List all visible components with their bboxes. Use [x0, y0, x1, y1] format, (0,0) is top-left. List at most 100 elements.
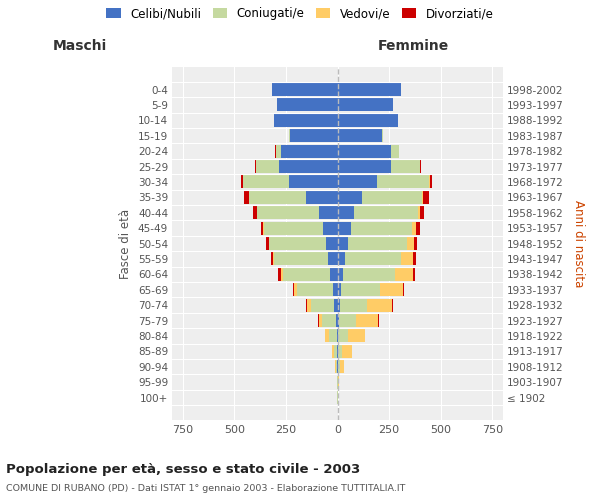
Bar	[326, 237, 338, 250]
Bar	[413, 237, 417, 250]
Bar	[338, 268, 343, 281]
Bar	[275, 144, 281, 158]
Bar	[243, 176, 289, 188]
Text: Popolazione per età, sesso e stato civile - 2003: Popolazione per età, sesso e stato civil…	[6, 462, 360, 475]
Bar	[367, 298, 392, 312]
Bar	[333, 283, 338, 296]
Bar	[289, 176, 338, 188]
Bar	[423, 191, 428, 204]
Bar	[377, 176, 429, 188]
Bar	[336, 360, 337, 374]
Bar	[412, 222, 416, 234]
Bar	[305, 191, 338, 204]
Bar	[250, 191, 305, 204]
Bar	[430, 176, 432, 188]
Bar	[241, 176, 243, 188]
Bar	[401, 252, 413, 266]
Bar	[348, 237, 407, 250]
Bar	[319, 206, 338, 220]
Bar	[271, 252, 274, 266]
Bar	[269, 237, 326, 250]
Bar	[277, 98, 338, 112]
Bar	[278, 268, 281, 281]
Bar	[338, 129, 382, 142]
Bar	[342, 345, 352, 358]
Bar	[338, 314, 339, 327]
Bar	[348, 330, 365, 342]
Bar	[334, 345, 337, 358]
Bar	[422, 191, 423, 204]
Bar	[418, 206, 420, 220]
Bar	[328, 252, 338, 266]
Bar	[256, 160, 278, 173]
Legend: Celibi/Nubili, Coniugati/e, Vedovi/e, Divorziati/e: Celibi/Nubili, Coniugati/e, Vedovi/e, Di…	[101, 2, 499, 25]
Bar	[351, 222, 412, 234]
Bar	[356, 314, 378, 327]
Bar	[274, 114, 338, 127]
Bar	[382, 129, 383, 142]
Bar	[341, 283, 380, 296]
Bar	[338, 283, 341, 296]
Bar	[266, 237, 269, 250]
Bar	[338, 376, 339, 388]
Bar	[264, 222, 323, 234]
Bar	[257, 206, 319, 220]
Bar	[334, 298, 338, 312]
Bar	[338, 237, 348, 250]
Bar	[289, 129, 290, 142]
Bar	[332, 345, 334, 358]
Bar	[338, 360, 340, 374]
Bar	[338, 222, 351, 234]
Bar	[338, 191, 362, 204]
Bar	[338, 98, 393, 112]
Bar	[420, 206, 424, 220]
Bar	[244, 191, 249, 204]
Bar	[338, 206, 355, 220]
Bar	[338, 114, 398, 127]
Bar	[338, 345, 342, 358]
Y-axis label: Anni di nascita: Anni di nascita	[572, 200, 585, 287]
Bar	[278, 160, 338, 173]
Bar	[322, 314, 336, 327]
Bar	[339, 314, 356, 327]
Bar	[274, 252, 328, 266]
Bar	[336, 314, 338, 327]
Bar	[338, 160, 391, 173]
Bar	[413, 252, 416, 266]
Bar	[338, 298, 340, 312]
Bar	[295, 283, 297, 296]
Bar	[391, 144, 398, 158]
Bar	[355, 206, 418, 220]
Bar	[395, 268, 413, 281]
Bar	[340, 360, 344, 374]
Bar	[338, 176, 377, 188]
Bar	[335, 360, 336, 374]
Bar	[297, 283, 333, 296]
Bar	[338, 330, 348, 342]
Bar	[319, 314, 322, 327]
Bar	[272, 83, 338, 96]
Text: COMUNE DI RUBANO (PD) - Dati ISTAT 1° gennaio 2003 - Elaborazione TUTTITALIA.IT: COMUNE DI RUBANO (PD) - Dati ISTAT 1° ge…	[6, 484, 406, 493]
Bar	[323, 222, 338, 234]
Bar	[293, 283, 295, 296]
Y-axis label: Fasce di età: Fasce di età	[119, 208, 133, 278]
Bar	[343, 268, 395, 281]
Bar	[392, 298, 393, 312]
Bar	[407, 237, 413, 250]
Bar	[338, 252, 345, 266]
Bar	[413, 268, 415, 281]
Bar	[338, 144, 391, 158]
Text: Femmine: Femmine	[378, 39, 449, 53]
Bar	[307, 298, 311, 312]
Bar	[391, 160, 420, 173]
Bar	[403, 283, 404, 296]
Bar	[338, 83, 401, 96]
Bar	[325, 330, 329, 342]
Bar	[329, 330, 337, 342]
Text: Maschi: Maschi	[53, 39, 107, 53]
Bar	[290, 129, 338, 142]
Bar	[283, 268, 329, 281]
Bar	[281, 144, 338, 158]
Bar	[337, 330, 338, 342]
Bar	[380, 283, 403, 296]
